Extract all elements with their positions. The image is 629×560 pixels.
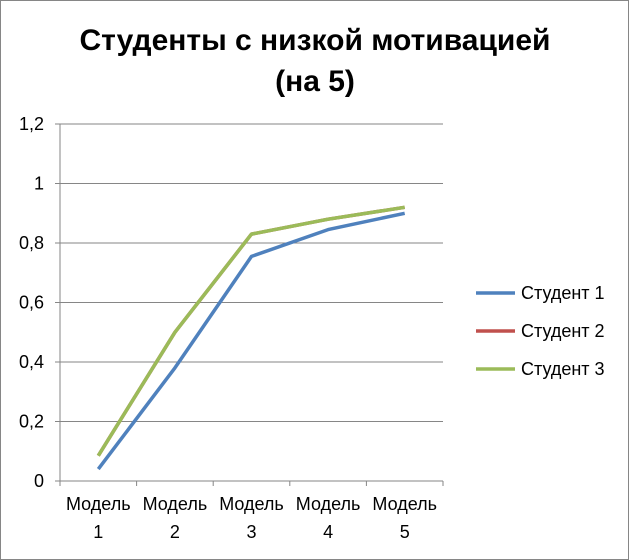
x-tick-label-line-2: 3 — [246, 522, 256, 542]
axes — [55, 123, 444, 486]
x-tick-label-line-2: 1 — [93, 522, 103, 542]
series-line-1 — [96, 211, 406, 471]
y-tick-label: 0,2 — [19, 412, 44, 432]
x-tick-label-line-1: Модель — [372, 494, 437, 514]
chart-title: Студенты с низкой мотивацией (на 5) — [79, 24, 550, 98]
legend-item-3: Студент 3 — [476, 359, 605, 379]
series-line-3 — [96, 205, 405, 457]
x-axis-tick-labels: Модель 1 Модель 2 Модель 3 Модель 4 Модель 5 — [66, 494, 437, 542]
y-tick-label: 0,8 — [19, 233, 44, 253]
series-lines — [96, 205, 406, 471]
x-tick-label: Модель 4 — [296, 494, 361, 542]
y-tick-label: 1,2 — [19, 114, 44, 134]
x-tick-label: Модель 3 — [219, 494, 284, 542]
legend-item-2: Студент 2 — [476, 321, 605, 341]
x-tick-label-line-2: 2 — [170, 522, 180, 542]
chart-title-line-1: Студенты с низкой мотивацией — [79, 24, 550, 57]
chart-title-line-2: (на 5) — [275, 65, 355, 98]
x-tick-label-line-2: 4 — [323, 522, 333, 542]
legend-label: Студент 3 — [521, 359, 605, 379]
y-tick-label: 0,6 — [19, 293, 44, 313]
x-tick-label-line-1: Модель — [296, 494, 361, 514]
x-tick-label: Модель 1 — [66, 494, 131, 542]
legend: Студент 1 Студент 2 Студент 3 — [476, 283, 605, 379]
x-tick-label: Модель 5 — [372, 494, 437, 542]
x-tick-label-line-1: Модель — [143, 494, 208, 514]
x-tick-label-line-1: Модель — [66, 494, 131, 514]
y-tick-label: 1 — [34, 174, 44, 194]
series-line-2 — [96, 205, 405, 457]
legend-item-1: Студент 1 — [476, 283, 605, 303]
x-tick-label-line-2: 5 — [400, 522, 410, 542]
legend-label: Студент 2 — [521, 321, 605, 341]
x-tick-label: Модель 2 — [143, 494, 208, 542]
legend-label: Студент 1 — [521, 283, 605, 303]
y-tick-label: 0 — [34, 471, 44, 491]
x-tick-label-line-1: Модель — [219, 494, 284, 514]
gridlines — [60, 123, 443, 422]
y-tick-label: 0,4 — [19, 352, 44, 372]
y-axis-tick-labels: 0 0,2 0,4 0,6 0,8 1 1,2 — [19, 114, 44, 491]
